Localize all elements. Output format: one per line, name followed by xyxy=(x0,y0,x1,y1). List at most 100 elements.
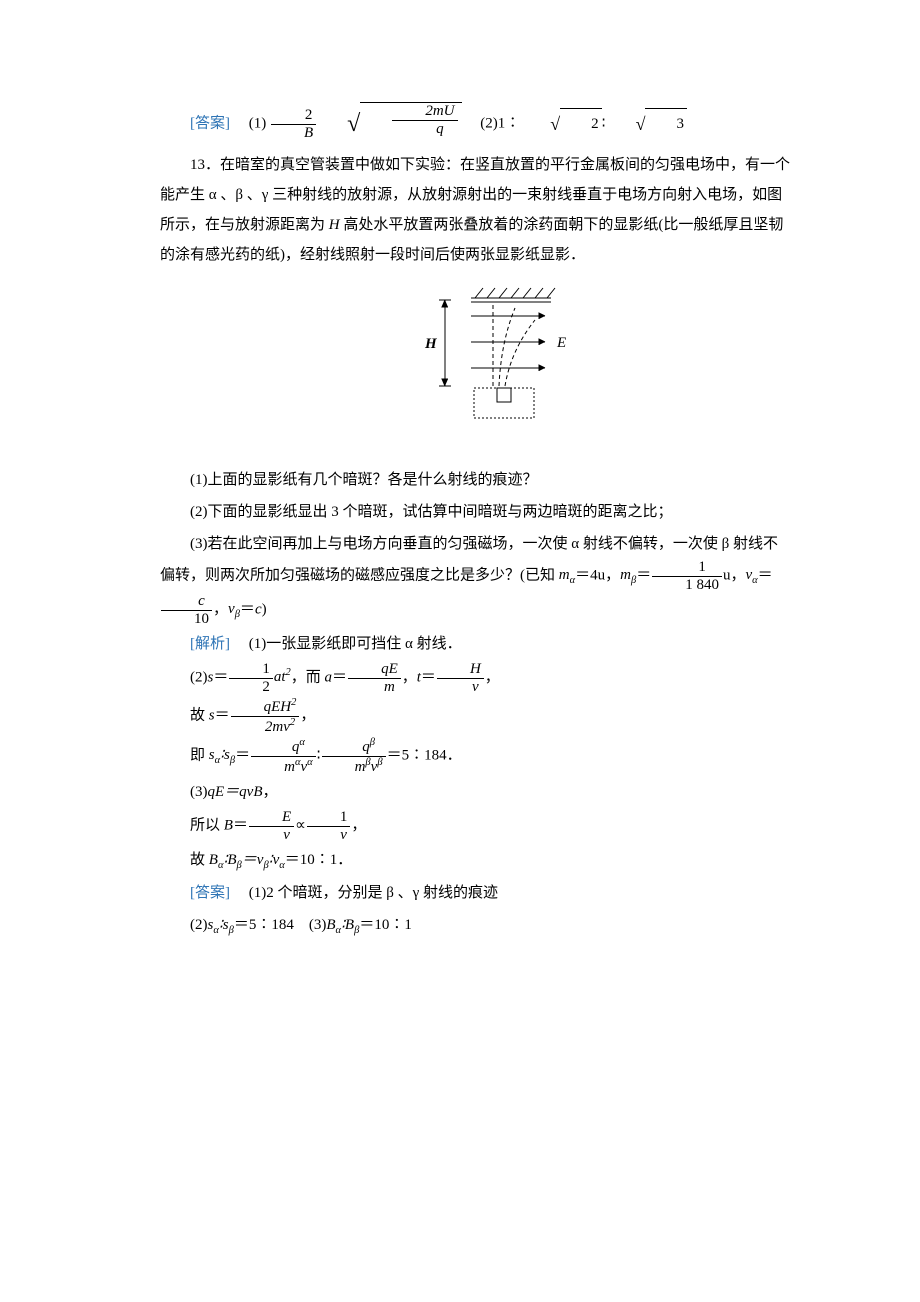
mb-eqsign: ＝ xyxy=(636,567,651,583)
a6-prefix: 所以 xyxy=(190,817,224,833)
sa-sb: sα∶sβ xyxy=(209,747,235,763)
frac-2-B: 2 B xyxy=(271,107,316,141)
fa-1: (1)2 个暗斑，分别是 β 、γ 射线的痕迹 xyxy=(234,885,498,901)
eq5: ＝ xyxy=(235,747,250,763)
frac-den: v xyxy=(249,827,294,844)
frac-num: 1 xyxy=(652,559,722,577)
q13-sub1: (1)上面的显影纸有几个暗斑？各是什么射线的痕迹？ xyxy=(160,465,790,495)
ans12-part1-prefix: (1) xyxy=(234,115,267,131)
frac-num: 1 xyxy=(229,661,273,679)
va-tail: ，vβ＝c) xyxy=(213,601,267,617)
answer-12: [答案] (1) 2 B √ 2mU q (2)1∶√2∶√3 xyxy=(160,100,790,148)
final-answer-1: [答案] (1)2 个暗斑，分别是 β 、γ 射线的痕迹 xyxy=(160,878,790,908)
frac-num: c xyxy=(161,593,212,611)
prop: ∝ xyxy=(295,817,306,833)
sqrt-body: 3 xyxy=(645,108,687,139)
answer-label-2: [答案] xyxy=(190,885,230,901)
eq3: ＝ xyxy=(421,669,436,685)
frac-den: q xyxy=(392,121,457,138)
frac-1-1840: 11 840 xyxy=(652,559,722,593)
label-H: H xyxy=(424,336,438,352)
Ba-Bb: Bα∶Bβ＝vβ∶vα xyxy=(209,852,285,868)
ma-eq: mα xyxy=(559,567,575,583)
sqrt-2: √2 xyxy=(520,106,601,142)
va-var: vα xyxy=(745,567,757,583)
eq2: ＝ xyxy=(332,669,347,685)
analysis-line5: (3)qE＝qvB， xyxy=(160,777,790,807)
frac-half: 12 xyxy=(229,661,273,695)
sqrt-3: √3 xyxy=(606,106,687,142)
frac-num: E xyxy=(249,809,294,827)
colon4: ∶ xyxy=(317,747,321,763)
q13-sub3: (3)若在此空间再加上与电场方向垂直的匀强磁场，一次使 α 射线不偏转，一次使 … xyxy=(160,529,790,627)
a-var: a xyxy=(325,669,333,685)
den-mbvb: mβvβ xyxy=(322,757,386,776)
tail2: ， xyxy=(485,669,500,685)
eq: ＝ xyxy=(213,669,228,685)
ans12-part2-prefix: (2)1∶ xyxy=(465,115,520,131)
frac-qE-m: qEm xyxy=(348,661,401,695)
den-mava: mαvα xyxy=(251,757,316,776)
mb-unit: u， xyxy=(723,567,746,583)
q13-intro: 13．在暗室的真空管装置中做如下实验：在竖直放置的平行金属板间的匀强电场中，有一… xyxy=(160,150,790,270)
a4-prefix: 即 xyxy=(190,747,209,763)
analysis-line3: 故 s＝qEH22mv2， xyxy=(160,697,790,735)
qE-qvB: qE＝qvB xyxy=(208,784,263,800)
eq6: ＝ xyxy=(233,817,248,833)
analysis-line1: [解析] (1)一张显影纸即可挡住 α 射线． xyxy=(160,629,790,659)
tail3: ， xyxy=(300,707,315,723)
den-2mv2: 2mv2 xyxy=(231,717,300,736)
ma-tail: ＝4u， xyxy=(575,567,620,583)
frac-num: qE xyxy=(348,661,401,679)
frac-den: B xyxy=(271,125,316,142)
eq101: ＝10∶1． xyxy=(285,852,353,868)
answer-label: [答案] xyxy=(190,115,230,131)
analysis-line4: 即 sα∶sβ＝qαmαvα∶qβmβvβ＝5∶184． xyxy=(160,737,790,775)
num-qb: qβ xyxy=(322,737,386,757)
a3-prefix: 故 xyxy=(190,707,209,723)
analysis-line6: 所以 B＝Ev∝1v， xyxy=(160,809,790,843)
sqrt-2mU-q: √ 2mU q xyxy=(317,100,461,148)
frac-den: 2 xyxy=(229,679,273,696)
frac-den: 1 840 xyxy=(652,577,722,594)
a5-prefix: (3) xyxy=(190,784,208,800)
frac-num: H xyxy=(437,661,484,679)
va-eqsign: ＝ xyxy=(758,567,773,583)
frac-qa-mava: qαmαvα xyxy=(251,737,316,775)
B-var: B xyxy=(224,817,233,833)
at2: at2 xyxy=(274,669,291,685)
figure-q13: E H xyxy=(160,280,790,451)
final-answer-2: (2)sα∶sβ＝5∶184 (3)Bα∶Bβ＝10∶1 xyxy=(160,910,790,941)
eq4: ＝ xyxy=(215,707,230,723)
comma5: ， xyxy=(262,784,277,800)
num-qEH2: qEH2 xyxy=(231,697,300,717)
analysis-1: (1)一张显影纸即可挡住 α 射线． xyxy=(234,636,462,652)
frac-qEH2-2mv2: qEH22mv2 xyxy=(231,697,300,735)
frac-H-v: Hv xyxy=(437,661,484,695)
a7-prefix: 故 xyxy=(190,852,209,868)
a2-prefix: (2) xyxy=(190,669,208,685)
frac-num: 1 xyxy=(307,809,351,827)
frac-den: v xyxy=(437,679,484,696)
frac-qb-mbvb: qβmβvβ xyxy=(322,737,386,775)
frac-den: v xyxy=(307,827,351,844)
frac-den: m xyxy=(348,679,401,696)
q13-sub2: (2)下面的显影纸显出 3 个暗斑，试估算中间暗斑与两边暗斑的距离之比； xyxy=(160,497,790,527)
analysis-line7: 故 Bα∶Bβ＝vβ∶vα＝10∶1． xyxy=(160,845,790,876)
frac-num: 2 xyxy=(271,107,316,125)
diagram-svg: E H xyxy=(375,280,575,440)
frac-1-v: 1v xyxy=(307,809,351,843)
eq5184: ＝5∶184． xyxy=(387,747,462,763)
frac-num: 2mU xyxy=(392,103,457,121)
sep3: ， xyxy=(402,669,417,685)
frac-c-10: c10 xyxy=(161,593,212,627)
page: [答案] (1) 2 B √ 2mU q (2)1∶√2∶√3 13．在暗室的真… xyxy=(0,0,920,1143)
tail6: ， xyxy=(351,817,366,833)
frac-den: 10 xyxy=(161,611,212,628)
analysis-label: [解析] xyxy=(190,636,230,652)
frac-2mU-q: 2mU q xyxy=(392,103,457,137)
analysis-line2: (2)s＝12at2，而 a＝qEm，t＝Hv， xyxy=(160,661,790,695)
sep: ，而 xyxy=(291,669,325,685)
mb-eq: mβ xyxy=(620,567,636,583)
num-qa: qα xyxy=(251,737,316,757)
